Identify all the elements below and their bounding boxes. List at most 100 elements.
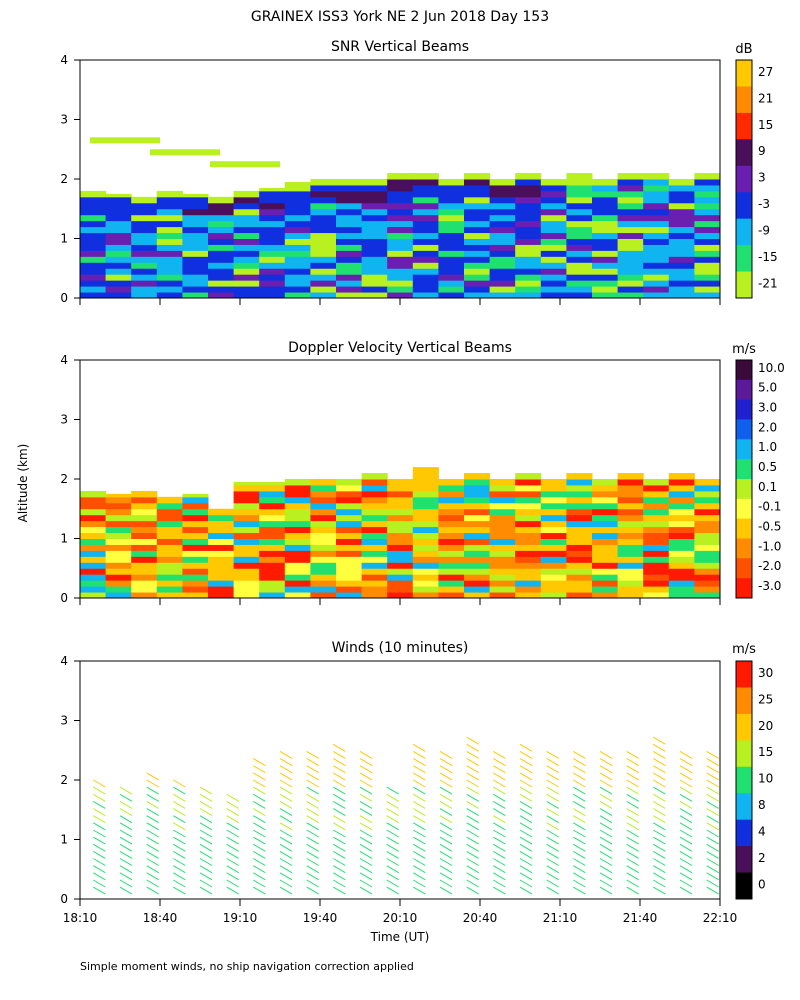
doppler-cell — [694, 586, 721, 593]
snr-cell — [617, 196, 644, 204]
snr-cell — [156, 196, 183, 204]
doppler-cell — [515, 568, 542, 575]
snr-colorbar-segment — [736, 192, 752, 220]
doppler-cell — [233, 481, 260, 486]
snr-cell — [489, 214, 516, 222]
wind-barb — [333, 772, 346, 781]
doppler-cell — [566, 473, 593, 480]
doppler-cell — [643, 479, 670, 486]
doppler-colorbar-label: 3.0 — [758, 401, 777, 415]
doppler-cell — [310, 526, 337, 534]
doppler-cell — [643, 556, 670, 563]
wind-barb — [93, 872, 106, 881]
wind-barb — [119, 886, 133, 895]
wind-barb — [466, 765, 479, 774]
wind-barb — [679, 886, 693, 895]
doppler-cell — [694, 574, 721, 581]
snr-cell — [540, 208, 567, 216]
wind-barb — [706, 800, 719, 809]
wind-barb — [626, 879, 639, 888]
snr-cell — [643, 179, 670, 186]
wind-barb — [599, 793, 613, 802]
wind-barb — [333, 829, 346, 838]
snr-cell — [515, 238, 542, 245]
wind-barb — [333, 808, 346, 817]
snr-colorbar-frame — [735, 59, 753, 299]
wind-barb — [466, 779, 479, 788]
snr-cell — [464, 173, 491, 180]
doppler-cell — [464, 479, 491, 486]
snr-cell — [438, 256, 465, 263]
wind-barb — [493, 750, 506, 759]
doppler-cell — [208, 556, 235, 563]
snr-cell — [464, 262, 491, 269]
doppler-cell — [464, 520, 491, 528]
wind-barb — [439, 886, 453, 895]
doppler-cell — [310, 586, 337, 593]
snr-cell — [80, 256, 107, 263]
doppler-cell — [361, 550, 388, 557]
doppler-cell — [668, 580, 695, 587]
snr-cell — [233, 220, 260, 228]
snr-cell — [592, 250, 619, 257]
wind-barb — [306, 872, 319, 881]
wind-barb — [439, 836, 453, 845]
snr-cell — [617, 250, 644, 257]
snr-cell — [131, 274, 158, 281]
wind-barb — [493, 886, 506, 895]
snr-cell — [668, 179, 695, 186]
wind-barb — [173, 815, 186, 824]
snr-cell — [668, 214, 695, 222]
snr-cell — [182, 208, 209, 216]
wind-barb — [546, 808, 559, 817]
winds-xtick-label: 22:10 — [703, 911, 738, 925]
wind-barb — [359, 815, 373, 824]
doppler-cell — [412, 592, 439, 599]
doppler-cell — [515, 550, 542, 557]
snr-cell — [412, 280, 439, 287]
snr-cell — [387, 256, 414, 263]
wind-barb — [306, 865, 319, 874]
snr-cell — [643, 286, 670, 293]
doppler-cell — [438, 508, 465, 516]
snr-colorbar-label: 21 — [758, 91, 773, 105]
wind-barb — [573, 765, 586, 774]
wind-barb — [653, 786, 666, 795]
doppler-cell — [284, 592, 311, 599]
doppler-colorbar-segment — [736, 479, 752, 500]
wind-barb — [279, 872, 293, 881]
wind-barb — [413, 779, 426, 788]
snr-cell — [156, 214, 183, 222]
wind-barb — [279, 772, 293, 781]
snr-cell — [464, 256, 491, 263]
doppler-cell — [387, 532, 414, 539]
wind-barb — [653, 779, 666, 788]
doppler-cell — [694, 479, 721, 486]
doppler-cell — [131, 496, 158, 504]
doppler-cell — [540, 508, 567, 516]
snr-colorbar-label: 9 — [758, 144, 766, 158]
wind-barb — [706, 786, 719, 795]
wind-barb — [226, 872, 239, 881]
doppler-cell — [387, 580, 414, 587]
doppler-cell — [105, 526, 132, 534]
snr-cell — [131, 226, 158, 234]
snr-cell — [694, 292, 721, 299]
doppler-cell — [540, 556, 567, 563]
winds-colorbar-segment — [736, 713, 752, 741]
snr-cell — [259, 280, 286, 287]
doppler-cell — [566, 520, 593, 528]
wind-barb — [573, 865, 586, 874]
snr-cell — [592, 202, 619, 210]
wind-barb — [413, 858, 426, 866]
doppler-cell — [182, 508, 209, 516]
doppler-cell — [361, 473, 388, 480]
doppler-cell — [80, 514, 107, 522]
wind-barb — [626, 836, 639, 845]
wind-barb — [626, 779, 639, 788]
wind-barb — [519, 822, 533, 831]
snr-cell — [643, 232, 670, 239]
doppler-cell — [182, 550, 209, 557]
doppler-cell — [156, 544, 183, 551]
doppler-cell — [182, 580, 209, 587]
